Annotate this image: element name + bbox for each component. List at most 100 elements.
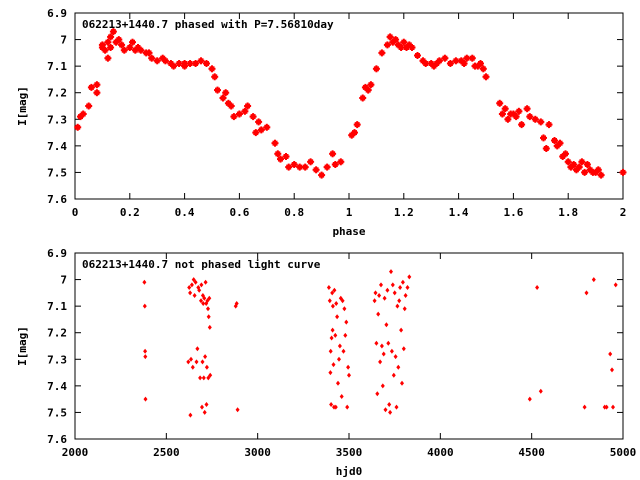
data-point	[353, 121, 361, 129]
x-tick-label: 4500	[518, 446, 545, 459]
y-axis-label: I[mag]	[16, 86, 29, 126]
data-point	[330, 327, 335, 333]
data-point	[446, 60, 454, 67]
y-tick-label: 6.9	[47, 247, 67, 260]
data-point	[399, 327, 404, 333]
data-point	[610, 367, 614, 373]
data-point	[608, 351, 613, 357]
data-point	[79, 110, 87, 118]
data-point	[393, 354, 398, 360]
data-point	[387, 402, 392, 407]
data-point	[396, 364, 401, 370]
data-point	[197, 57, 205, 65]
data-point	[515, 107, 523, 115]
x-tick-label: 0.8	[284, 206, 304, 219]
data-point	[126, 44, 134, 51]
data-point	[564, 158, 572, 166]
data-point	[441, 54, 449, 62]
data-point	[290, 161, 298, 168]
data-point	[604, 404, 609, 410]
y-tick-label: 7	[60, 274, 67, 287]
data-point	[378, 359, 383, 365]
data-point	[203, 279, 208, 285]
data-point	[535, 285, 540, 290]
data-point	[386, 340, 391, 346]
data-point	[364, 86, 372, 94]
data-point	[379, 282, 383, 288]
data-point	[219, 94, 227, 102]
data-point	[252, 129, 260, 137]
data-point	[230, 113, 238, 121]
data-points	[142, 269, 618, 418]
data-point	[377, 293, 382, 298]
data-point	[388, 409, 393, 415]
data-point	[241, 107, 249, 115]
data-point	[201, 301, 206, 306]
data-point	[613, 282, 618, 288]
data-point	[98, 41, 106, 49]
data-point	[337, 356, 341, 362]
data-point	[591, 277, 596, 283]
data-point	[551, 137, 558, 144]
y-tick-label: 7.2	[47, 327, 67, 340]
data-point	[203, 354, 208, 360]
data-point	[206, 314, 211, 320]
data-point	[460, 60, 468, 67]
data-point	[274, 150, 282, 158]
data-point	[329, 335, 334, 341]
data-point	[583, 161, 591, 168]
data-point	[342, 306, 347, 312]
data-point	[198, 375, 203, 381]
x-tick-label: 0.6	[229, 206, 249, 219]
data-point	[204, 402, 209, 407]
data-point	[301, 163, 309, 171]
x-axis-label: phase	[332, 225, 365, 238]
x-axis-label: hjd0	[336, 465, 363, 478]
data-point	[346, 364, 351, 370]
data-point	[329, 402, 334, 407]
y-tick-label: 7.3	[47, 113, 67, 126]
data-point	[129, 38, 136, 46]
data-point	[143, 354, 148, 360]
data-point	[405, 285, 410, 290]
data-point	[359, 94, 367, 102]
data-point	[575, 163, 583, 171]
data-point	[384, 322, 389, 328]
data-point	[142, 303, 147, 309]
data-point	[378, 49, 386, 57]
data-point	[188, 290, 193, 296]
x-tick-label: 0	[72, 206, 79, 219]
data-point	[400, 38, 408, 46]
data-point	[408, 44, 416, 51]
data-point	[331, 161, 339, 168]
data-point	[234, 301, 239, 306]
data-point	[199, 298, 203, 304]
y-tick-label: 7.1	[47, 60, 67, 73]
data-point	[207, 324, 212, 330]
data-point	[482, 73, 490, 81]
x-tick-label: 1	[346, 206, 353, 219]
data-point	[143, 348, 148, 354]
data-point	[380, 383, 385, 389]
data-point	[235, 407, 240, 413]
data-point	[312, 166, 320, 174]
x-tick-label: 1.2	[394, 206, 414, 219]
data-point	[336, 380, 340, 386]
data-point	[271, 139, 279, 147]
data-point	[263, 123, 271, 131]
data-point	[386, 33, 394, 41]
data-point	[101, 46, 109, 54]
data-point	[339, 394, 344, 399]
data-point	[333, 404, 338, 410]
data-point	[468, 54, 476, 62]
data-point	[479, 65, 487, 73]
data-point	[556, 139, 564, 147]
y-tick-label: 7.4	[47, 140, 67, 153]
data-point	[115, 36, 123, 44]
data-point	[93, 89, 101, 97]
data-point	[328, 370, 333, 376]
data-point	[244, 102, 252, 110]
data-point	[145, 49, 153, 57]
data-point	[257, 126, 265, 134]
data-points	[74, 28, 627, 179]
